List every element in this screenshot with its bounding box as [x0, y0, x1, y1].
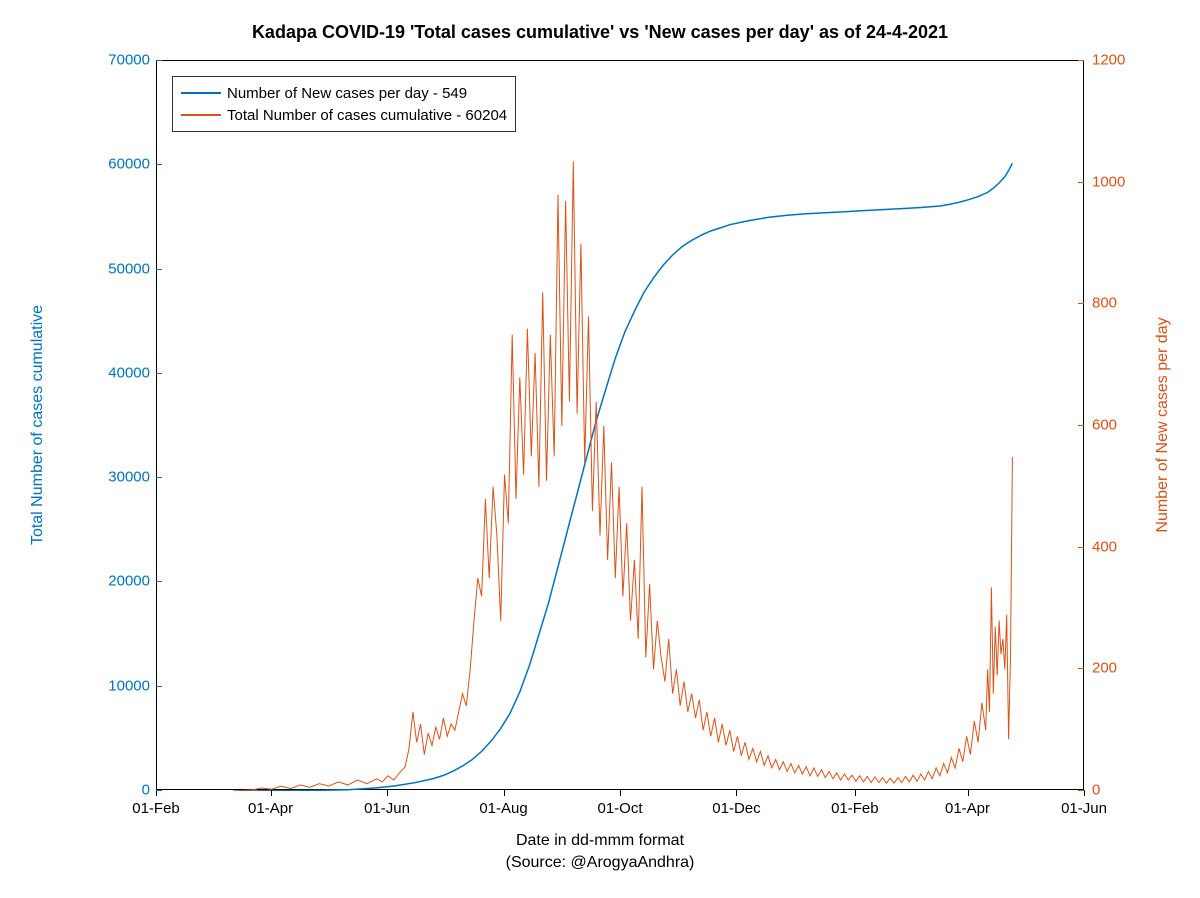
plot-svg: [157, 61, 1085, 791]
legend: Number of New cases per day - 549 Total …: [172, 76, 516, 132]
y-left-tick-label: 40000: [108, 364, 150, 381]
x-tick-label: 01-Aug: [479, 800, 527, 817]
y-right-tick-label: 1200: [1092, 52, 1125, 69]
legend-item-daily: Number of New cases per day - 549: [181, 82, 507, 104]
x-tick-label: 01-Apr: [945, 800, 990, 817]
chart-title: Kadapa COVID-19 'Total cases cumulative'…: [0, 22, 1200, 43]
legend-swatch-cumulative: [181, 114, 221, 116]
y-right-tick-label: 400: [1092, 538, 1117, 555]
x-tick-label: 01-Jun: [1061, 800, 1107, 817]
y-right-tick-label: 1000: [1092, 173, 1125, 190]
y-left-tick-label: 20000: [108, 573, 150, 590]
x-tick-label: 01-Feb: [132, 800, 180, 817]
legend-label-daily: Number of New cases per day - 549: [227, 85, 467, 102]
cumulative-line: [233, 163, 1012, 791]
x-axis-sublabel: (Source: @ArogyaAndhra): [0, 854, 1200, 872]
daily-line: [233, 161, 1012, 791]
y-left-tick-label: 0: [142, 782, 150, 799]
y-right-tick-label: 200: [1092, 660, 1117, 677]
y-axis-left-label: Total Number of cases cumulative: [29, 305, 47, 545]
legend-swatch-daily: [181, 92, 221, 94]
x-tick-label: 01-Apr: [248, 800, 293, 817]
y-right-tick-label: 600: [1092, 417, 1117, 434]
x-tick-label: 01-Feb: [831, 800, 879, 817]
y-left-tick-label: 60000: [108, 156, 150, 173]
y-axis-right-label: Number of New cases per day: [1154, 317, 1172, 532]
legend-label-cumulative: Total Number of cases cumulative - 60204: [227, 107, 507, 124]
y-right-tick-label: 0: [1092, 782, 1100, 799]
legend-item-cumulative: Total Number of cases cumulative - 60204: [181, 104, 507, 126]
chart-container: Kadapa COVID-19 'Total cases cumulative'…: [0, 0, 1200, 898]
y-left-tick-label: 30000: [108, 469, 150, 486]
y-left-tick-label: 50000: [108, 260, 150, 277]
plot-area: [156, 60, 1084, 790]
x-tick-label: 01-Oct: [597, 800, 642, 817]
x-tick-label: 01-Jun: [364, 800, 410, 817]
y-right-tick-label: 800: [1092, 295, 1117, 312]
x-tick-label: 01-Dec: [712, 800, 760, 817]
y-left-tick-label: 70000: [108, 52, 150, 69]
x-axis-label: Date in dd-mmm format: [0, 832, 1200, 850]
y-left-tick-label: 10000: [108, 677, 150, 694]
